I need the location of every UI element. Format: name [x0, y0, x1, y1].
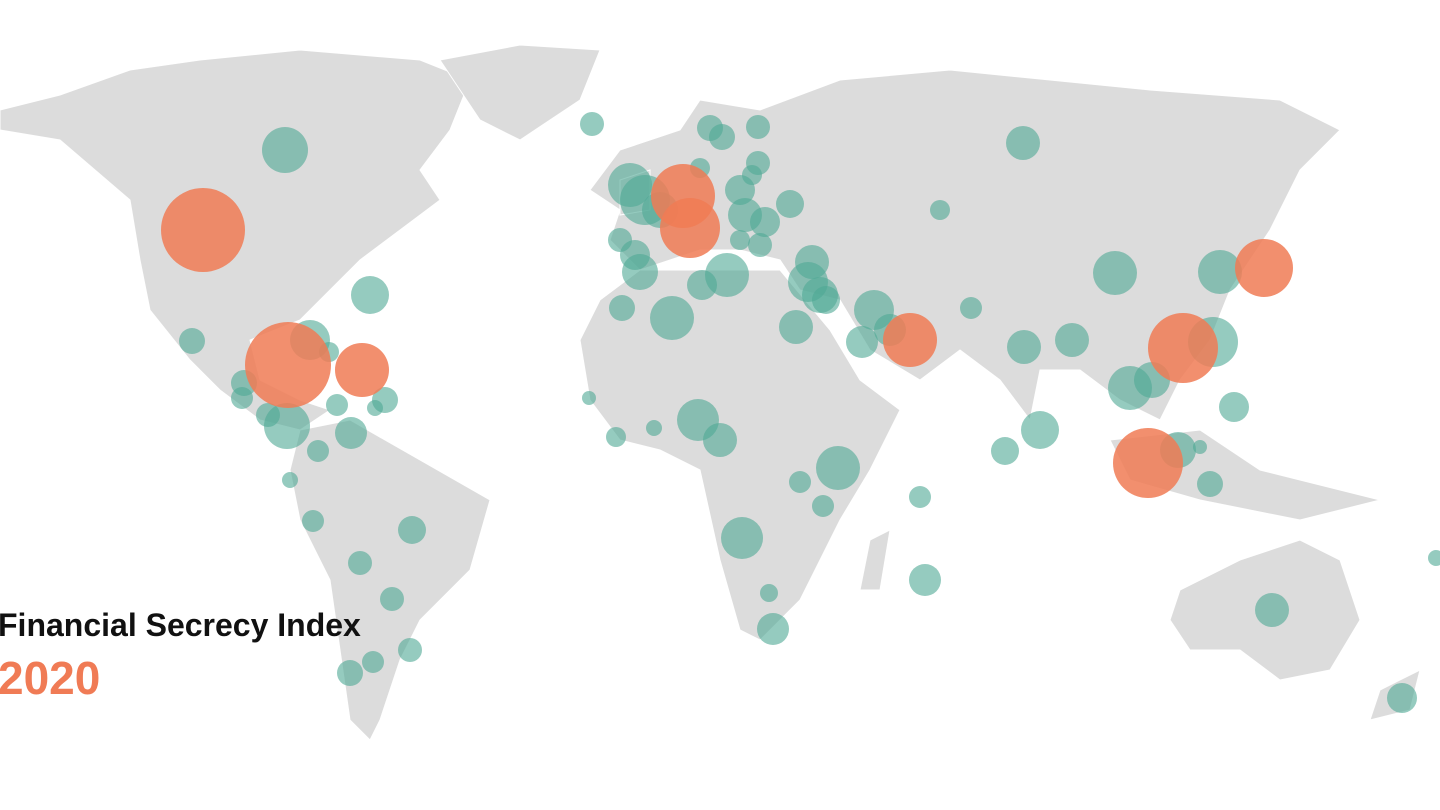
country-bubble	[179, 328, 205, 354]
country-bubble	[757, 613, 789, 645]
country-bubble	[816, 446, 860, 490]
country-bubble	[776, 190, 804, 218]
country-bubble	[709, 124, 735, 150]
top-country-bubble	[1148, 313, 1218, 383]
country-bubble	[960, 297, 982, 319]
country-bubble	[362, 651, 384, 673]
country-bubble	[264, 403, 310, 449]
country-bubble	[746, 115, 770, 139]
country-bubble	[1255, 593, 1289, 627]
country-bubble	[606, 427, 626, 447]
country-bubble	[779, 310, 813, 344]
country-bubble	[703, 423, 737, 457]
country-bubble	[1197, 471, 1223, 497]
country-bubble	[721, 517, 763, 559]
country-bubble	[1006, 126, 1040, 160]
country-bubble	[991, 437, 1019, 465]
country-bubble	[367, 400, 383, 416]
top-country-bubble	[245, 322, 331, 408]
country-bubble	[760, 584, 778, 602]
country-bubble	[326, 394, 348, 416]
bubbles	[161, 112, 1440, 713]
country-bubble	[812, 286, 840, 314]
country-bubble	[650, 296, 694, 340]
country-bubble	[337, 660, 363, 686]
country-bubble	[1055, 323, 1089, 357]
country-bubble	[398, 516, 426, 544]
country-bubble	[307, 440, 329, 462]
country-bubble	[622, 254, 658, 290]
country-bubble	[351, 276, 389, 314]
country-bubble	[348, 551, 372, 575]
title: Financial Secrecy Index	[0, 607, 361, 643]
country-bubble	[302, 510, 324, 532]
country-bubble	[646, 420, 662, 436]
country-bubble	[580, 112, 604, 136]
country-bubble	[1387, 683, 1417, 713]
country-bubble	[1193, 440, 1207, 454]
country-bubble	[1093, 251, 1137, 295]
country-bubble	[231, 387, 253, 409]
country-bubble	[1428, 550, 1440, 566]
south-america	[289, 419, 491, 741]
country-bubble	[725, 175, 755, 205]
top-country-bubble	[660, 198, 720, 258]
country-bubble	[609, 295, 635, 321]
top-country-bubble	[335, 343, 389, 397]
country-bubble	[687, 270, 717, 300]
top-country-bubble	[1235, 239, 1293, 297]
top-country-bubble	[1113, 428, 1183, 498]
greenland	[439, 44, 601, 141]
country-bubble	[1219, 392, 1249, 422]
country-bubble	[750, 207, 780, 237]
country-bubble	[930, 200, 950, 220]
year: 2020	[0, 652, 100, 704]
country-bubble	[1007, 330, 1041, 364]
top-country-bubble	[161, 188, 245, 272]
country-bubble	[608, 228, 632, 252]
country-bubble	[789, 471, 811, 493]
country-bubble	[262, 127, 308, 173]
country-bubble	[748, 233, 772, 257]
country-bubble	[1198, 250, 1242, 294]
country-bubble	[812, 495, 834, 517]
country-bubble	[846, 326, 878, 358]
country-bubble	[282, 472, 298, 488]
country-bubble	[582, 391, 596, 405]
country-bubble	[909, 486, 931, 508]
country-bubble	[398, 638, 422, 662]
country-bubble	[1021, 411, 1059, 449]
top-country-bubble	[883, 313, 937, 367]
country-bubble	[380, 587, 404, 611]
country-bubble	[730, 230, 750, 250]
country-bubble	[909, 564, 941, 596]
country-bubble	[335, 417, 367, 449]
madagascar	[859, 529, 891, 591]
